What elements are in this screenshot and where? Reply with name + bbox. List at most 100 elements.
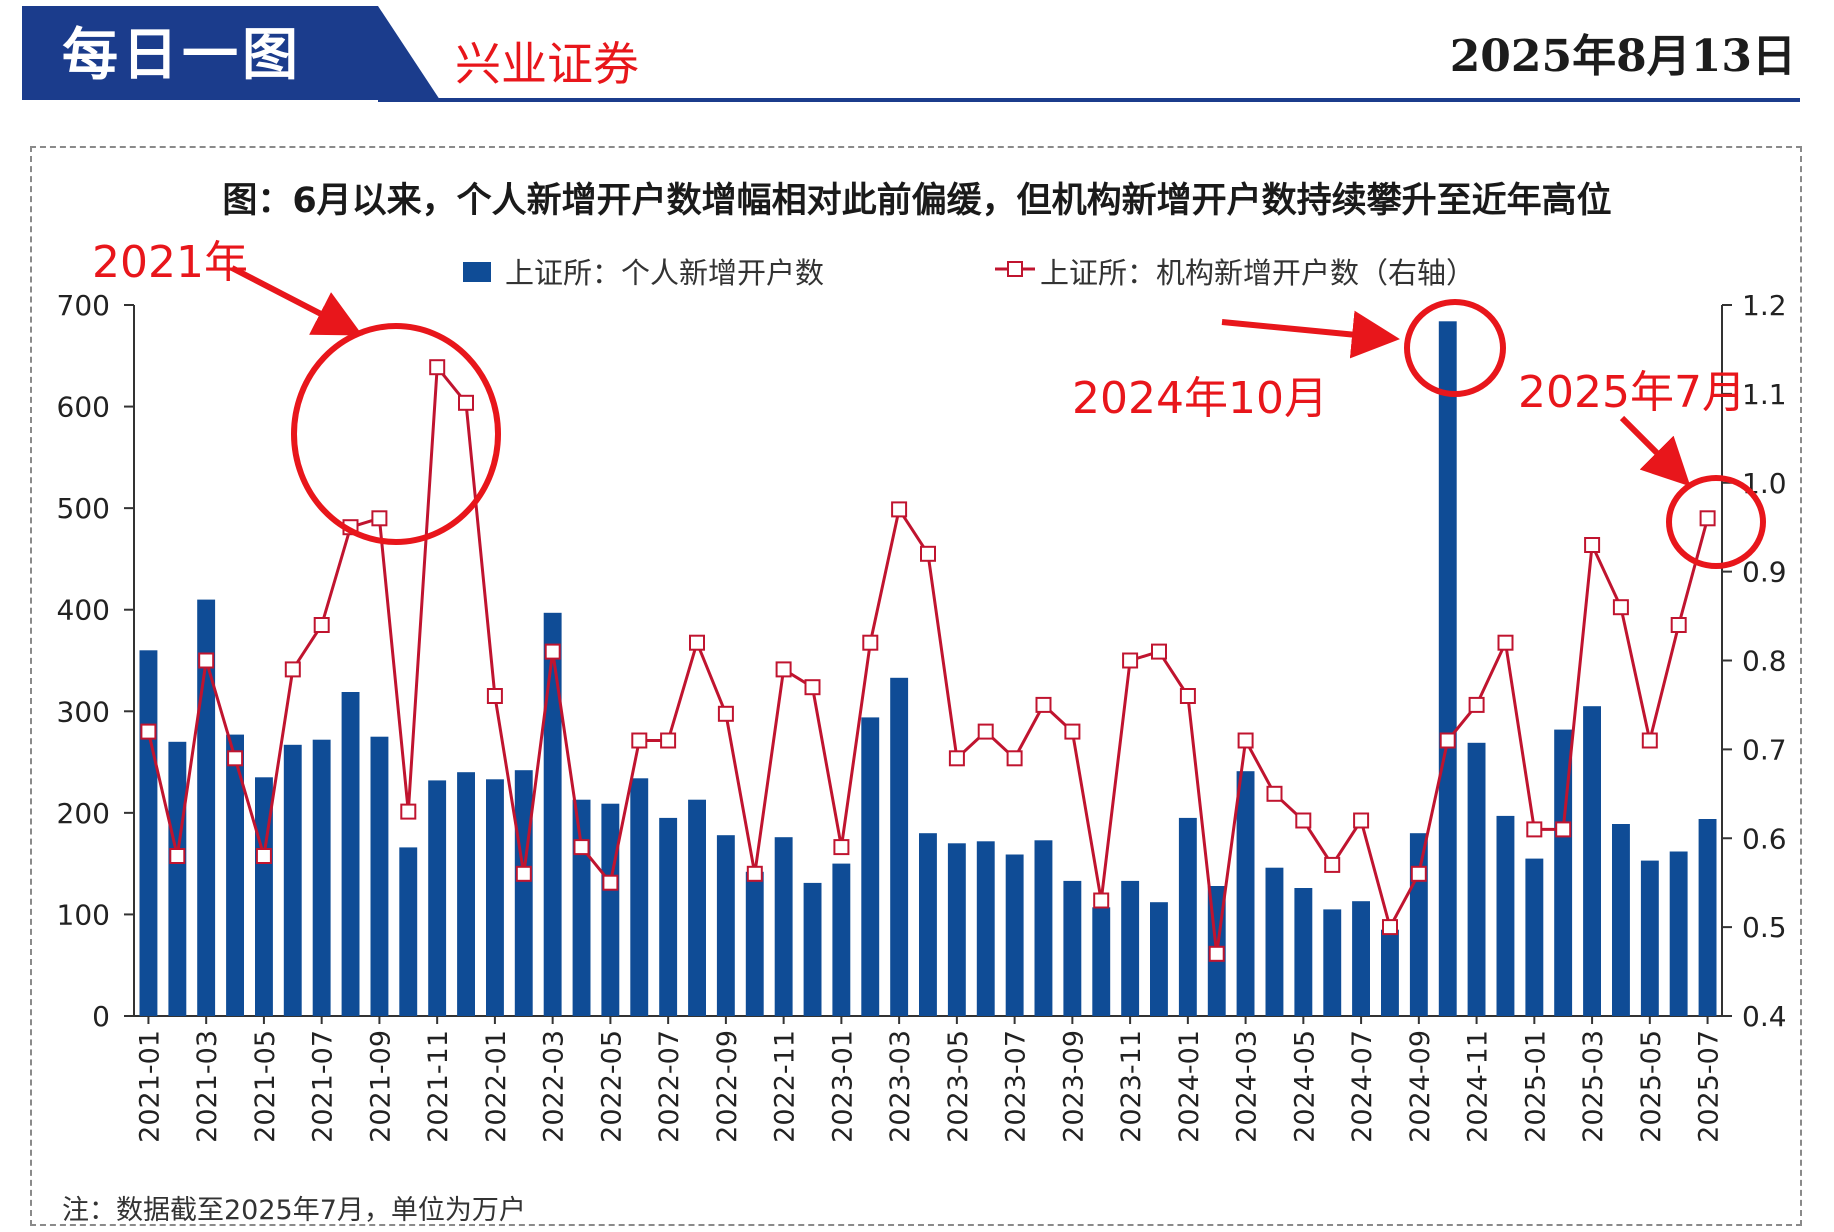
annotation-arrow-2024-10: [1221, 310, 1400, 359]
x-tick-label: 2025-05: [1636, 1030, 1667, 1143]
line-marker: [429, 359, 446, 376]
bar: [283, 744, 302, 1016]
x-tick-label: 2023-01: [827, 1030, 858, 1143]
annotation-shapes: [230, 265, 1766, 569]
bar: [890, 677, 909, 1016]
x-tick-label: 2025-03: [1578, 1030, 1609, 1143]
bar: [832, 863, 851, 1016]
line-marker: [458, 394, 474, 411]
line-marker: [1151, 643, 1167, 660]
bar: [197, 599, 216, 1016]
chart-frame: [30, 146, 1802, 1226]
line-marker: [1122, 652, 1139, 669]
line-marker: [1295, 812, 1312, 829]
x-tick-label: 2022-07: [654, 1030, 685, 1143]
bar: [1323, 909, 1342, 1016]
bar: [399, 847, 418, 1016]
line-marker: [717, 705, 734, 722]
legend-bar-label: 上证所：个人新增开户数: [505, 256, 825, 290]
line-marker: [920, 545, 936, 562]
bar: [341, 692, 360, 1016]
y-left-tick-label: 100: [57, 898, 110, 931]
legend-bar-swatch: [463, 262, 491, 282]
bar: [1438, 321, 1457, 1016]
y-right-tick-label: 1.2: [1742, 289, 1787, 322]
line-marker: [1035, 696, 1052, 713]
bar: [1467, 742, 1486, 1016]
bar: [1236, 771, 1255, 1016]
y-left-tick-label: 600: [57, 391, 110, 424]
line-marker: [862, 634, 879, 651]
y-right-tick-label: 0.6: [1742, 822, 1787, 855]
line-marker: [1324, 856, 1341, 873]
x-tick-label: 2024-03: [1232, 1030, 1263, 1143]
bar: [630, 778, 649, 1016]
y-left-tick-label: 300: [57, 695, 110, 728]
bar: [1669, 851, 1688, 1016]
y-left-tick-label: 500: [57, 492, 110, 525]
bar: [745, 871, 764, 1016]
line-marker: [1699, 510, 1716, 527]
bar: [1381, 929, 1399, 1016]
x-tick-label: 2022-09: [712, 1030, 743, 1143]
x-tick-label: 2024-07: [1347, 1030, 1378, 1143]
x-tick-label: 2022-03: [539, 1030, 570, 1143]
annotation-arrow-2021: [230, 265, 363, 336]
x-tick-label: 2024-01: [1174, 1030, 1205, 1143]
y-left-tick-label: 0: [92, 1000, 110, 1033]
line-marker: [1353, 812, 1370, 829]
banner-band: [22, 6, 440, 100]
bar: [1178, 817, 1197, 1016]
annotation-circle-2025-07: [1666, 475, 1766, 569]
x-tick-label: 2025-01: [1520, 1030, 1551, 1143]
bar: [774, 837, 793, 1016]
line-marker: [1584, 537, 1601, 553]
legend-line-label: 上证所：机构新增开户数（右轴）: [1040, 256, 1476, 290]
line-marker: [227, 750, 244, 767]
annotation-2024-10: 2024年10月: [1072, 373, 1328, 424]
y-left-tick-label: 700: [57, 289, 110, 322]
line-marker: [1266, 785, 1283, 802]
x-tick-label: 2022-01: [481, 1030, 512, 1143]
x-tick-label: 2023-11: [1116, 1030, 1147, 1143]
y-right-tick-label: 0.7: [1742, 733, 1787, 766]
line-marker: [198, 652, 215, 669]
x-tick-label: 2021-09: [365, 1030, 396, 1143]
annotation-2021: 2021年: [92, 237, 248, 288]
bar: [1352, 901, 1370, 1016]
bar: [1583, 706, 1601, 1016]
x-tick-label: 2024-09: [1405, 1030, 1436, 1143]
y-right-tick-label: 1.0: [1742, 467, 1787, 500]
bar: [572, 799, 591, 1016]
line-marker: [660, 732, 677, 749]
bar: [428, 780, 447, 1016]
line-marker: [689, 634, 705, 651]
bar: [1554, 729, 1573, 1016]
brand-label: 兴业证券: [455, 37, 639, 91]
legend-line-swatch: [995, 261, 1035, 277]
x-tick-label: 2023-09: [1058, 1030, 1089, 1143]
line-marker: [1670, 617, 1687, 633]
bar: [486, 779, 504, 1016]
line-marker: [631, 732, 648, 749]
banner-title: 每日一图: [62, 22, 302, 88]
line-marker: [1237, 732, 1254, 749]
bar: [139, 650, 158, 1016]
bar: [312, 739, 331, 1016]
x-tick-label: 2022-11: [770, 1030, 801, 1143]
y-right-tick-label: 0.4: [1742, 1000, 1787, 1033]
line-marker: [284, 661, 301, 678]
y-right-tick-label: 0.8: [1742, 645, 1787, 678]
line-marker: [977, 723, 994, 740]
bar: [976, 841, 995, 1016]
line-marker: [804, 679, 821, 696]
line-marker: [1208, 945, 1225, 962]
banner: [22, 6, 1800, 102]
line-marker: [833, 839, 850, 856]
line-marker: [746, 865, 763, 882]
bar: [168, 741, 187, 1016]
line-marker: [948, 750, 965, 767]
line-marker: [400, 803, 417, 820]
bars-group: [139, 321, 1717, 1016]
bar: [919, 833, 937, 1016]
